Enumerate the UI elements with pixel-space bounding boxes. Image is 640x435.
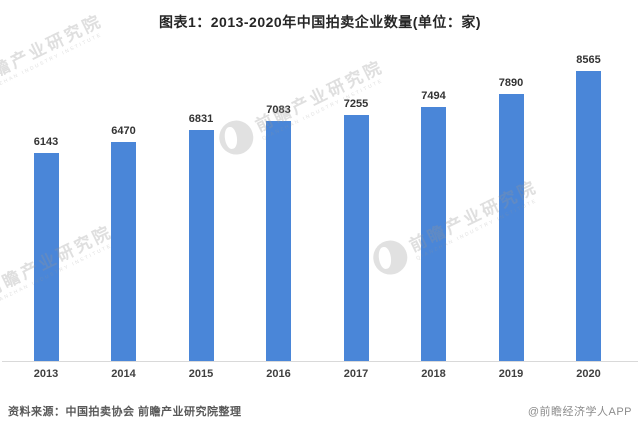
x-axis: 2013 2014 2015 2016 2017 2018 2019 2020 bbox=[2, 368, 638, 384]
source-note: 资料来源：中国拍卖协会 前瞻产业研究院整理 bbox=[8, 406, 242, 418]
x-axis-label: 2013 bbox=[33, 368, 59, 380]
x-axis-label: 2018 bbox=[421, 368, 446, 380]
x-axis-label: 2015 bbox=[188, 368, 214, 380]
x-axis-label: 2019 bbox=[498, 368, 524, 380]
bar-2016 bbox=[266, 121, 291, 361]
credit-note: @前瞻经济学人APP bbox=[527, 406, 632, 418]
bar-2018 bbox=[421, 107, 446, 361]
bar-2020 bbox=[576, 71, 601, 361]
bar-value-label: 6470 bbox=[111, 125, 136, 137]
bar-2013 bbox=[33, 153, 59, 361]
bars-layer: 6143 6470 6831 7083 7255 7494 7890 8565 bbox=[2, 54, 638, 361]
chart-title: 图表1：2013-2020年中国拍卖企业数量(单位：家) bbox=[158, 14, 482, 30]
bar-2015 bbox=[188, 130, 214, 361]
bar-2019 bbox=[498, 94, 524, 361]
bar-value-label: 6143 bbox=[33, 136, 59, 148]
x-axis-label: 2017 bbox=[343, 368, 369, 380]
x-axis-label: 2016 bbox=[266, 368, 291, 380]
x-axis-label: 2020 bbox=[576, 368, 601, 380]
bar-2017 bbox=[343, 115, 369, 361]
bar-value-label: 6831 bbox=[188, 113, 214, 125]
bar-value-label: 8565 bbox=[576, 54, 601, 66]
x-axis-label: 2014 bbox=[111, 368, 136, 380]
bar-value-label: 7083 bbox=[266, 104, 291, 116]
plot-area: 6143 6470 6831 7083 7255 7494 7890 8565 bbox=[2, 54, 638, 362]
bar-2014 bbox=[111, 142, 136, 361]
bar-value-label: 7890 bbox=[498, 77, 524, 89]
bar-value-label: 7494 bbox=[421, 90, 446, 102]
bar-value-label: 7255 bbox=[343, 98, 369, 110]
